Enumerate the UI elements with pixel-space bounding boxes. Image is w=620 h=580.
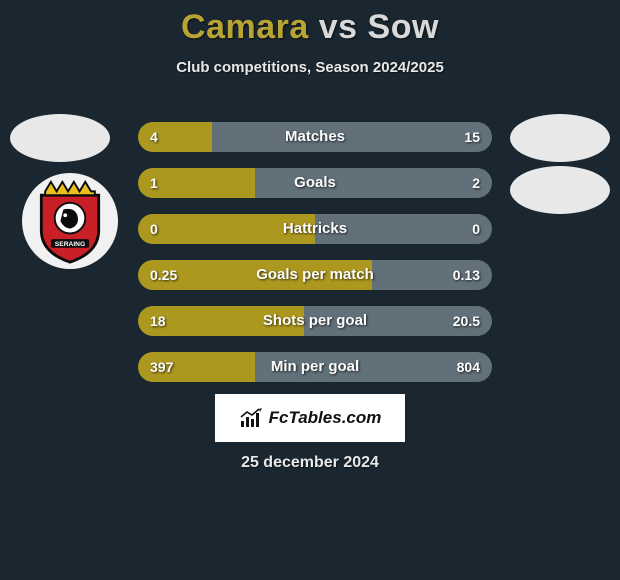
bar-label: Min per goal: [138, 352, 492, 382]
bar-row: Min per goal397 804: [138, 352, 492, 382]
bar-value-left: 18: [150, 306, 166, 336]
bar-label: Goals per match: [138, 260, 492, 290]
bar-row: Goals1 2: [138, 168, 492, 198]
bar-value-right: 804: [457, 352, 480, 382]
player2-avatar: [510, 114, 610, 162]
bar-row: Goals per match0.25 0.13: [138, 260, 492, 290]
bar-value-right: 20.5: [453, 306, 480, 336]
bar-value-left: 0: [150, 214, 158, 244]
bar-row: Hattricks0 0: [138, 214, 492, 244]
bar-label: Shots per goal: [138, 306, 492, 336]
bar-value-left: 4: [150, 122, 158, 152]
player1-club-badge: SERAING: [22, 173, 118, 269]
brand-text: FcTables.com: [269, 408, 382, 428]
page-title: Camara vs Sow: [0, 0, 620, 47]
player2-club-badge: [510, 166, 610, 214]
bar-label: Matches: [138, 122, 492, 152]
brand-box: FcTables.com: [215, 394, 405, 442]
bar-value-right: 15: [464, 122, 480, 152]
bar-label: Hattricks: [138, 214, 492, 244]
title-vs: vs: [319, 8, 358, 46]
title-player2: Sow: [368, 8, 439, 46]
bar-value-right: 0: [472, 214, 480, 244]
bar-value-left: 0.25: [150, 260, 177, 290]
title-player1: Camara: [181, 8, 309, 46]
bar-value-right: 0.13: [453, 260, 480, 290]
chart-icon: [239, 407, 265, 429]
player1-avatar: [10, 114, 110, 162]
bar-value-right: 2: [472, 168, 480, 198]
shield-icon: SERAING: [31, 178, 109, 264]
date-text: 25 december 2024: [0, 454, 620, 472]
bar-value-left: 1: [150, 168, 158, 198]
svg-text:SERAING: SERAING: [55, 241, 85, 248]
bar-row: Matches4 15: [138, 122, 492, 152]
bar-row: Shots per goal18 20.5: [138, 306, 492, 336]
subtitle: Club competitions, Season 2024/2025: [0, 59, 620, 76]
bar-label: Goals: [138, 168, 492, 198]
comparison-bars: Matches4 15 Goals1 2 Hattricks0 0 Goals per ma…: [138, 122, 492, 398]
bar-value-left: 397: [150, 352, 173, 382]
